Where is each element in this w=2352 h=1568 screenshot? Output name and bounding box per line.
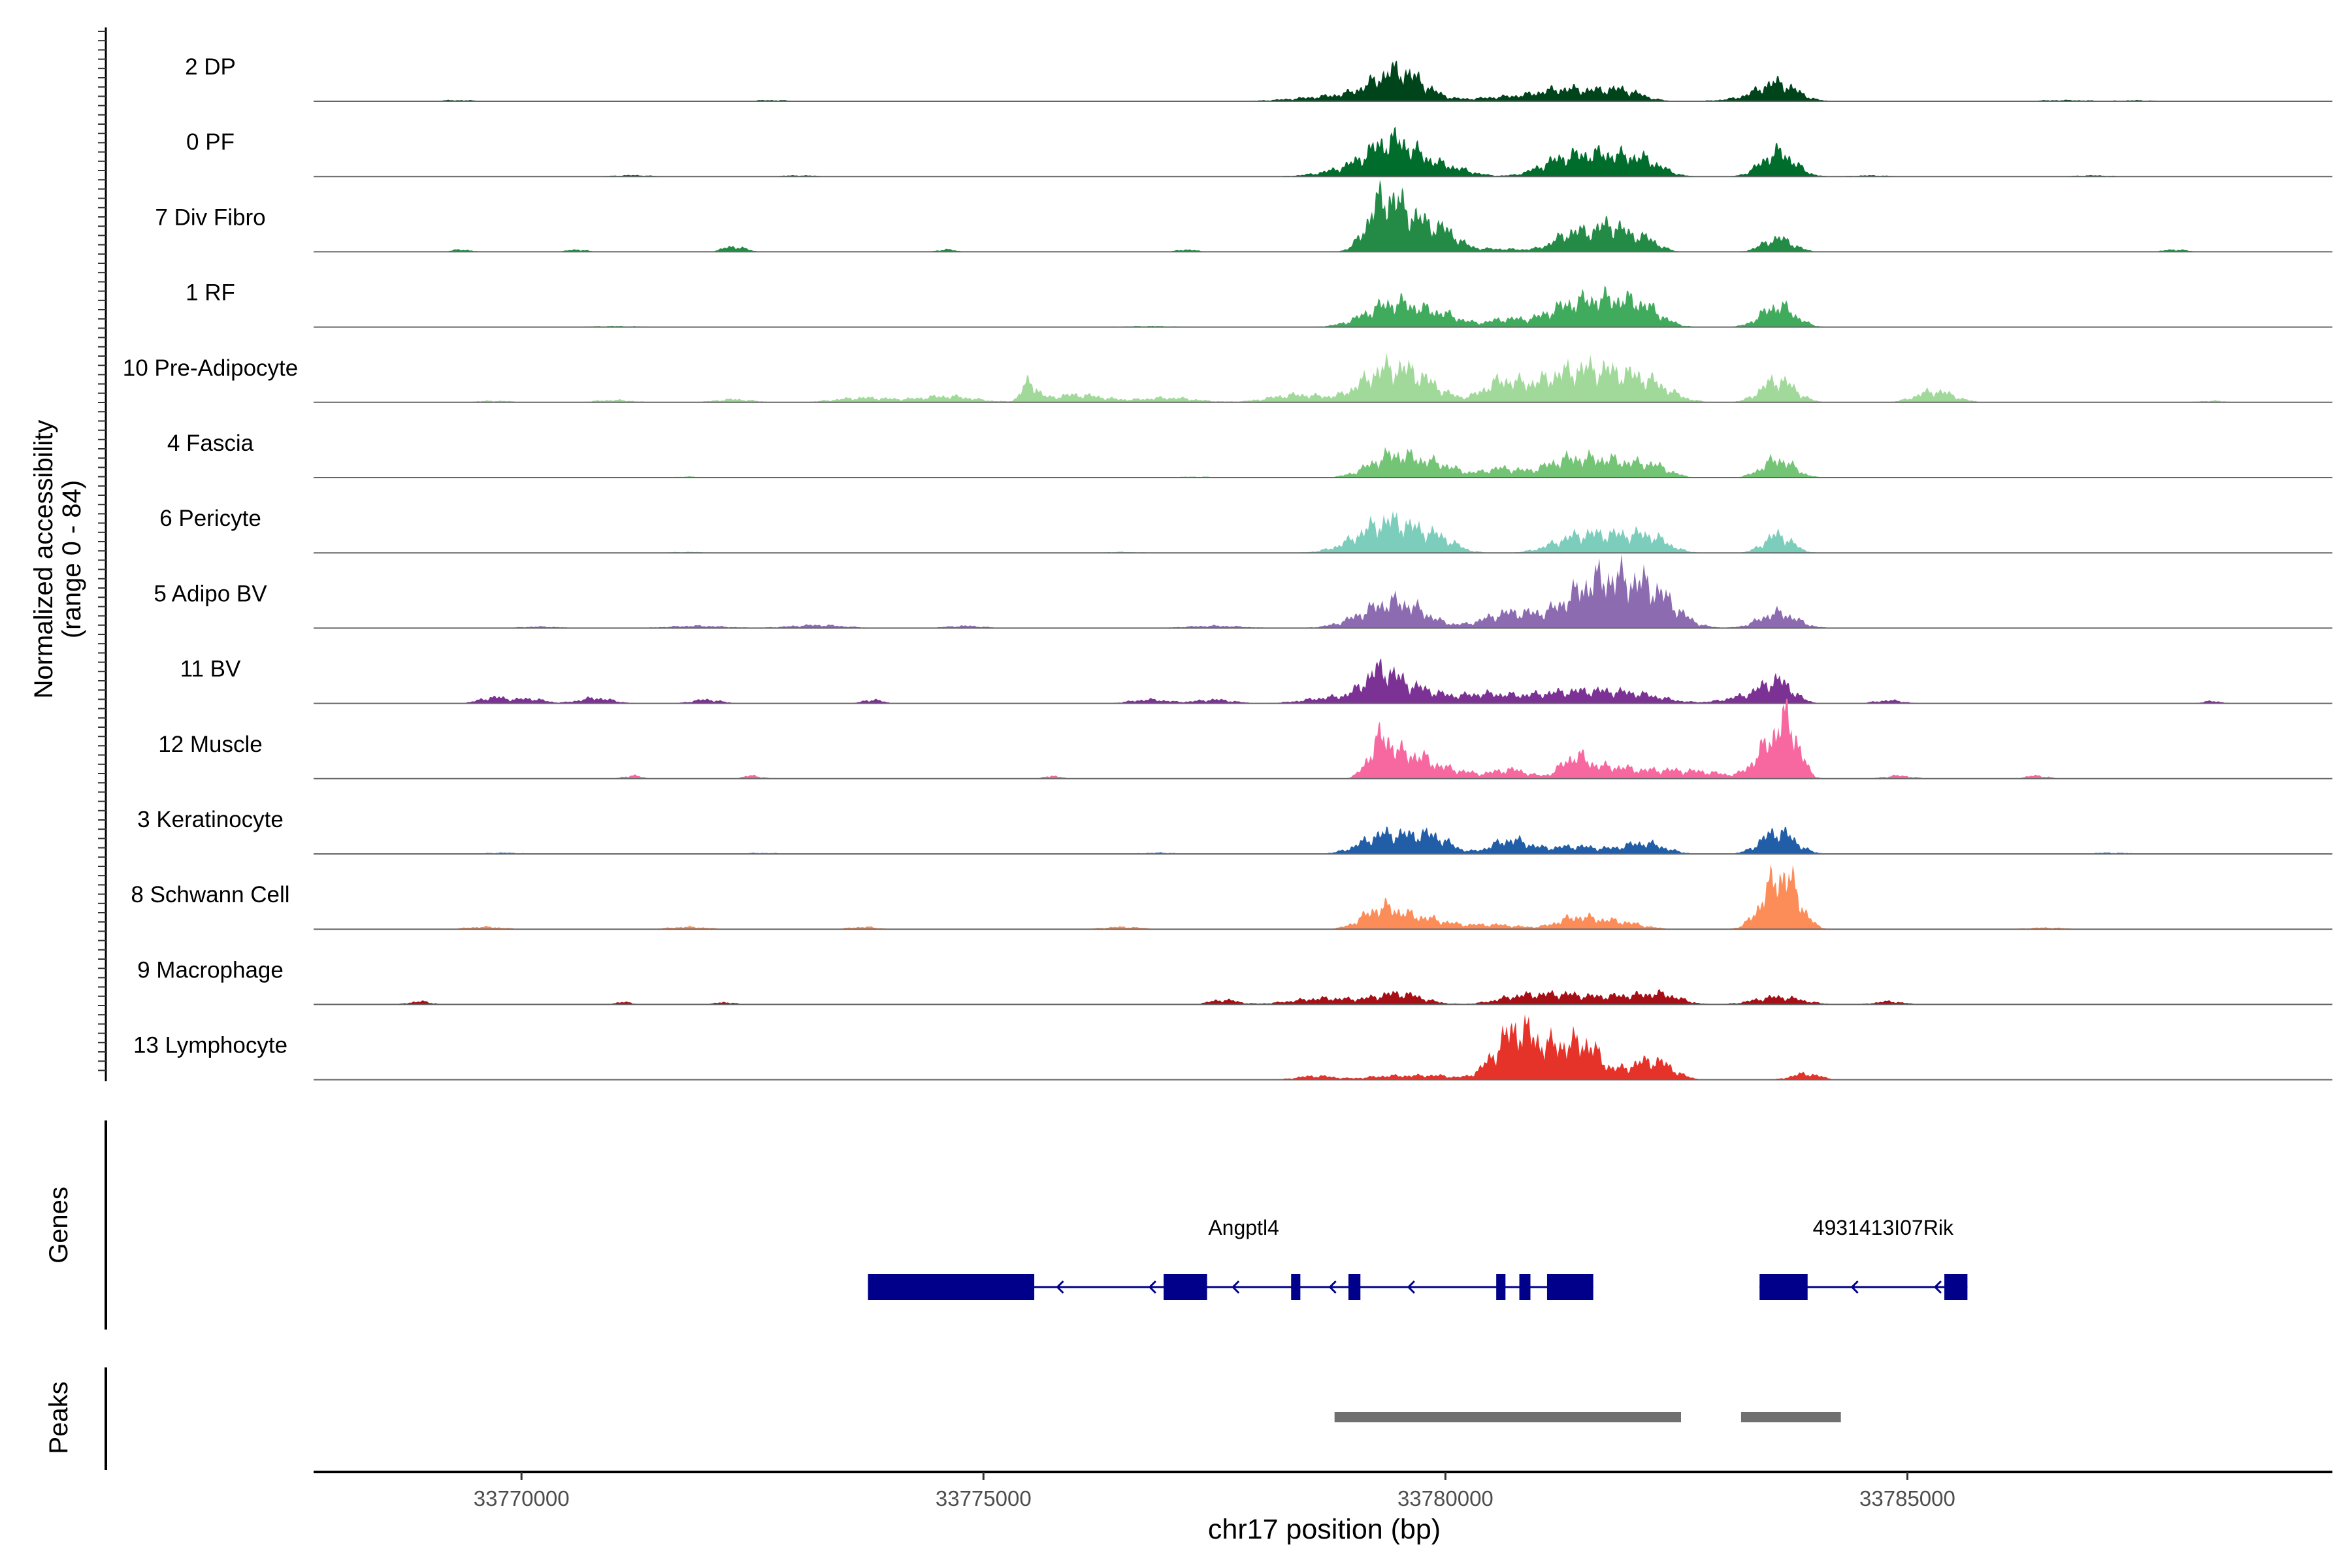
- coverage-area: [314, 180, 2332, 252]
- gene-exon: [1944, 1274, 1968, 1300]
- coverage-track: 6 Pericyte: [159, 506, 2332, 554]
- track-label: 13 Lymphocyte: [133, 1033, 287, 1058]
- gene-annotation-panel: Angptl4 4931413I07Rik: [105, 1120, 1968, 1330]
- genes-panel-label: Genes: [44, 1186, 73, 1264]
- gene-exon: [1348, 1274, 1361, 1300]
- gene-exon: [1291, 1274, 1301, 1300]
- strand-arrow: [1231, 1280, 1240, 1294]
- coverage-area: [314, 447, 2332, 478]
- peak-region: [1740, 1412, 1841, 1422]
- strand-arrow: [1850, 1280, 1859, 1294]
- coverage-track: 1 RF: [186, 280, 2332, 328]
- track-label: 2 DP: [185, 54, 236, 80]
- strand-arrow: [1056, 1280, 1064, 1294]
- track-label: 5 Adipo BV: [154, 581, 267, 606]
- y-axis-title: Normalized accessibility: [29, 420, 58, 699]
- track-label: 7 Div Fibro: [155, 204, 265, 230]
- track-label: 9 Macrophage: [137, 957, 284, 983]
- track-label: 8 Schwann Cell: [131, 882, 289, 907]
- coverage-track: 11 BV: [180, 657, 2332, 704]
- coverage-track: 12 Muscle: [158, 698, 2332, 779]
- coverage-area: [314, 864, 2332, 930]
- track-label: 6 Pericyte: [159, 506, 261, 531]
- gene-exon: [1519, 1274, 1531, 1300]
- coverage-area: [314, 553, 2332, 629]
- x-tick-label: 33780000: [1397, 1486, 1494, 1511]
- strand-arrow: [1933, 1280, 1942, 1294]
- gene-model: 4931413I07Rik: [1759, 1216, 1968, 1300]
- strand-arrow: [1328, 1280, 1337, 1294]
- coverage-area: [314, 1014, 2332, 1080]
- track-label: 0 PF: [186, 129, 235, 155]
- gene-exon: [1496, 1274, 1506, 1300]
- track-label: 4 Fascia: [167, 431, 254, 456]
- coverage-track: 3 Keratinocyte: [137, 807, 2332, 855]
- genomic-position-axis: 33770000 33775000 33780000 33785000: [314, 1471, 2332, 1511]
- gene-name-label: 4931413I07Rik: [1813, 1216, 1954, 1239]
- coverage-tracks: 2 DP 0 PF 7 Div Fibro 1 RF 10 Pre-Adipocyte 4…: [123, 54, 2332, 1081]
- gene-exon: [1164, 1274, 1207, 1300]
- track-label: 10 Pre-Adipocyte: [123, 355, 298, 381]
- x-tick-label: 33770000: [474, 1486, 570, 1511]
- gene-name-label: Angptl4: [1208, 1216, 1279, 1239]
- coverage-track: 4 Fascia: [167, 431, 2332, 478]
- track-label: 12 Muscle: [158, 732, 263, 757]
- track-label: 3 Keratinocyte: [137, 807, 284, 832]
- strand-arrow: [1148, 1280, 1156, 1294]
- coverage-track: 8 Schwann Cell: [131, 864, 2332, 930]
- coverage-area: [314, 826, 2332, 854]
- coverage-track: 2 DP: [185, 54, 2332, 102]
- coverage-area: [314, 658, 2332, 704]
- coverage-track: 13 Lymphocyte: [133, 1014, 2332, 1081]
- coverage-area: [314, 286, 2332, 327]
- gene-exon: [1546, 1274, 1593, 1300]
- coverage-area: [314, 698, 2332, 779]
- coverage-track: 5 Adipo BV: [154, 553, 2332, 629]
- x-axis-title: chr17 position (bp): [1208, 1514, 1441, 1545]
- gene-model: Angptl4: [868, 1216, 1593, 1300]
- track-label: 1 RF: [186, 280, 235, 306]
- gene-exon: [868, 1274, 1035, 1300]
- strand-arrow: [1407, 1280, 1415, 1294]
- peak-annotation-panel: [105, 1367, 1841, 1470]
- x-tick-label: 33775000: [936, 1486, 1032, 1511]
- coverage-area: [314, 353, 2332, 402]
- peak-region: [1334, 1412, 1681, 1422]
- x-tick-label: 33785000: [1859, 1486, 1955, 1511]
- coverage-area: [314, 60, 2332, 101]
- gene-exon: [1759, 1274, 1808, 1300]
- coverage-track: 7 Div Fibro: [155, 180, 2332, 253]
- track-label: 11 BV: [180, 657, 241, 682]
- coverage-area: [314, 126, 2332, 177]
- peaks-panel-label: Peaks: [44, 1381, 73, 1454]
- coverage-area: [314, 511, 2332, 553]
- coverage-area: [314, 988, 2332, 1005]
- coverage-y-axis: [98, 27, 107, 1081]
- coverage-track: 0 PF: [186, 126, 2332, 178]
- coverage-track: 9 Macrophage: [137, 957, 2332, 1005]
- coverage-track: 10 Pre-Adipocyte: [123, 353, 2332, 403]
- y-axis-range-label: (range 0 - 84): [57, 480, 86, 638]
